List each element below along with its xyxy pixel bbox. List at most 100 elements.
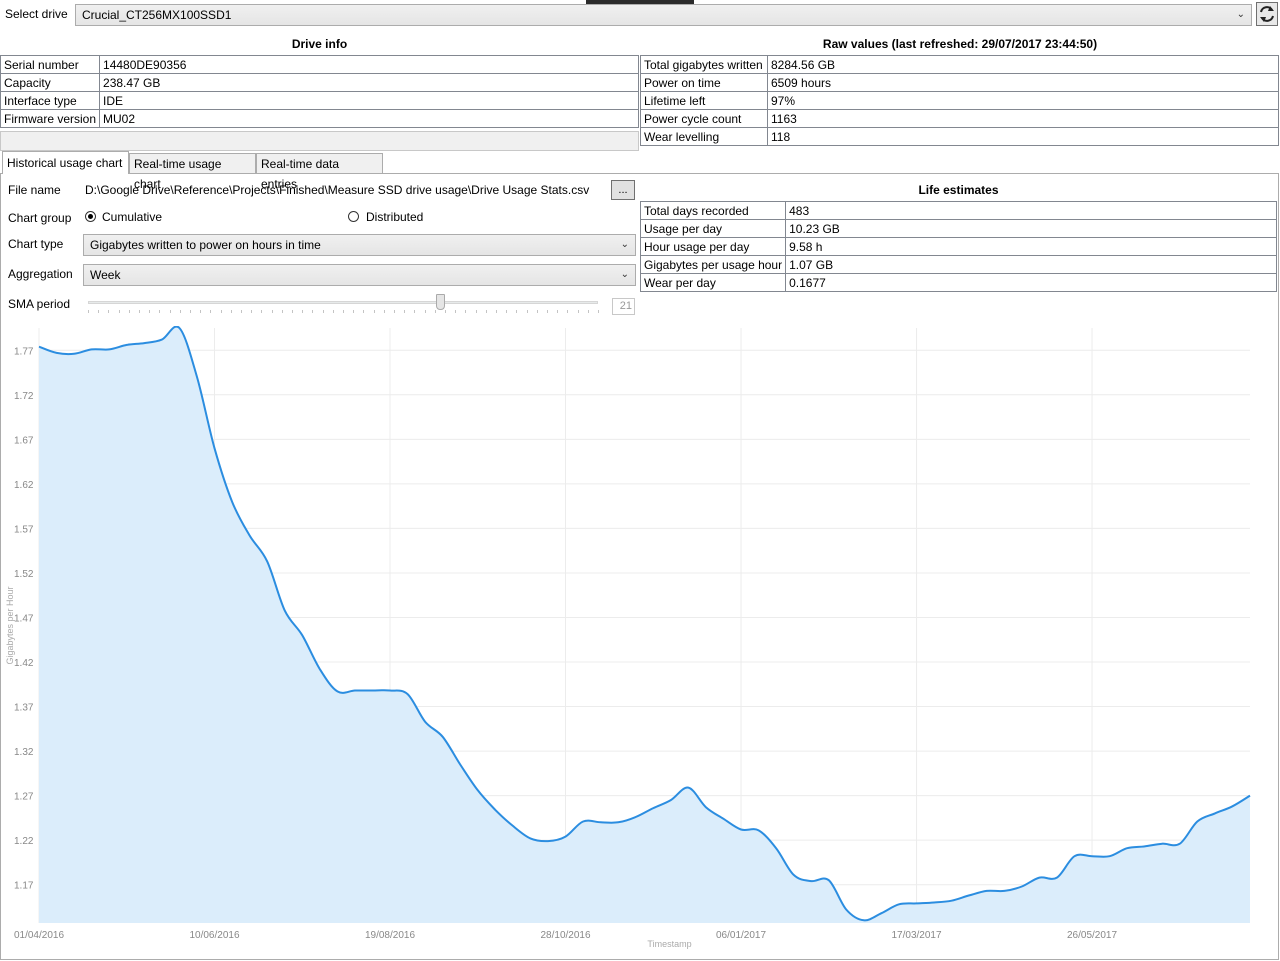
slider-tick <box>108 310 110 313</box>
chart-type-label: Chart type <box>8 237 64 251</box>
slider-tick <box>506 310 508 313</box>
table-row: Power cycle count 1163 <box>640 109 1279 128</box>
slider-tick <box>526 310 528 313</box>
slider-tick <box>394 310 395 313</box>
chart-group-label: Chart group <box>8 211 72 225</box>
drive-info-label: Firmware version <box>0 109 101 128</box>
slider-tick <box>547 310 548 313</box>
table-row: Wear levelling 118 <box>640 127 1279 146</box>
raw-value-label: Lifetime left <box>640 91 768 110</box>
chevron-down-icon: ⌄ <box>620 239 629 250</box>
table-row: Total days recorded 483 <box>639 201 1277 220</box>
table-row: Hour usage per day 9.58 h <box>639 237 1277 256</box>
sma-value-box[interactable]: 21 <box>612 298 635 315</box>
y-tick-label: 1.62 <box>14 480 34 491</box>
slider-tick <box>261 310 263 313</box>
slider-tick <box>118 310 120 313</box>
x-axis-title: Timestamp <box>647 939 691 949</box>
slider-tick <box>312 310 314 313</box>
x-tick-label: 17/03/2017 <box>892 930 942 941</box>
slider-tick <box>414 310 416 313</box>
slider-tick <box>128 310 130 313</box>
life-estimate-label: Total days recorded <box>639 201 787 220</box>
drive-info-value: 238.47 GB <box>99 73 639 92</box>
slider-tick <box>383 310 385 313</box>
distributed-radio[interactable] <box>348 211 359 222</box>
slider-tick <box>322 310 324 313</box>
drive-select[interactable]: Crucial_CT256MX100SSD1 ⌄ <box>75 4 1252 26</box>
y-tick-label: 1.27 <box>14 792 34 803</box>
slider-tick <box>496 310 497 313</box>
table-row: Usage per day 10.23 GB <box>639 219 1277 238</box>
raw-value-label: Total gigabytes written <box>640 55 768 74</box>
aggregation-value: Week <box>90 268 121 282</box>
raw-values-table: Total gigabytes written 8284.56 GB Power … <box>640 55 1279 146</box>
tab-real-time-usage-chart[interactable]: Real-time usage chart <box>129 153 256 191</box>
cumulative-label[interactable]: Cumulative <box>102 210 163 224</box>
slider-tick <box>353 310 355 313</box>
slider-tick <box>485 310 487 313</box>
table-row: Interface type IDE <box>0 91 639 110</box>
y-tick-label: 1.52 <box>14 569 34 580</box>
file-name-value: D:\Google Drive\Reference\Projects\Finis… <box>85 183 590 197</box>
file-name-label: File name <box>8 183 61 197</box>
slider-tick <box>343 310 344 313</box>
slider-tick <box>373 310 375 313</box>
life-estimate-value: 9.58 h <box>785 237 1277 256</box>
cumulative-radio[interactable] <box>85 211 96 222</box>
table-row: Capacity 238.47 GB <box>0 73 639 92</box>
slider-tick <box>577 310 579 313</box>
aggregation-select[interactable]: Week ⌄ <box>83 264 636 286</box>
life-estimate-label: Hour usage per day <box>639 237 787 256</box>
browse-button[interactable]: ... <box>611 180 635 200</box>
slider-tick <box>98 310 100 313</box>
y-axis-title: Gigabytes per Hour <box>5 586 15 664</box>
slider-tick <box>251 310 253 313</box>
y-tick-label: 1.67 <box>14 435 34 446</box>
slider-tick <box>598 310 599 313</box>
raw-value-label: Power on time <box>640 73 768 92</box>
drive-info-label: Interface type <box>0 91 101 110</box>
refresh-button[interactable] <box>1256 2 1278 26</box>
chevron-down-icon: ⌄ <box>1236 9 1245 20</box>
chevron-down-icon: ⌄ <box>620 269 629 280</box>
raw-value-label: Wear levelling <box>640 127 768 146</box>
table-row: Total gigabytes written 8284.56 GB <box>640 55 1279 74</box>
sma-slider-ticks <box>88 310 599 313</box>
tab-real-time-data-entries[interactable]: Real-time data entries <box>256 153 383 191</box>
raw-value-value: 118 <box>767 127 1279 146</box>
life-estimate-label: Gigabytes per usage hour <box>639 255 787 274</box>
x-tick-label: 19/08/2016 <box>365 930 415 941</box>
life-estimate-label: Wear per day <box>639 273 787 292</box>
table-row: Wear per day 0.1677 <box>639 273 1277 292</box>
slider-tick <box>475 310 477 313</box>
sma-slider[interactable] <box>88 293 599 313</box>
drive-info-label: Capacity <box>0 73 101 92</box>
chart-type-select[interactable]: Gigabytes written to power on hours in t… <box>83 234 636 256</box>
slider-tick <box>241 310 242 313</box>
drive-info-value: MU02 <box>99 109 639 128</box>
series-line <box>38 326 1251 922</box>
x-tick-label: 28/10/2016 <box>540 930 590 941</box>
raw-value-value: 1163 <box>767 109 1279 128</box>
table-row: Gigabytes per usage hour 1.07 GB <box>639 255 1277 274</box>
tab-historical-usage-chart[interactable]: Historical usage chart <box>2 151 129 174</box>
raw-values-title: Raw values (last refreshed: 29/07/2017 2… <box>822 37 1098 51</box>
x-tick-label: 10/06/2016 <box>189 930 239 941</box>
slider-tick <box>139 310 140 313</box>
slider-tick <box>200 310 202 313</box>
table-row: Lifetime left 97% <box>640 91 1279 110</box>
slider-tick <box>587 310 589 313</box>
y-tick-label: 1.47 <box>14 613 34 624</box>
slider-tick <box>404 310 406 313</box>
slider-tick <box>567 310 569 313</box>
radio-selected-dot <box>88 214 93 219</box>
distributed-label[interactable]: Distributed <box>366 210 424 224</box>
slider-tick <box>465 310 467 313</box>
slider-tick <box>159 310 161 313</box>
area-fill <box>39 326 1250 924</box>
tab-content-panel <box>0 173 1279 960</box>
slider-tick <box>179 310 181 313</box>
sma-slider-thumb[interactable] <box>435 294 445 310</box>
life-estimate-value: 1.07 GB <box>785 255 1277 274</box>
